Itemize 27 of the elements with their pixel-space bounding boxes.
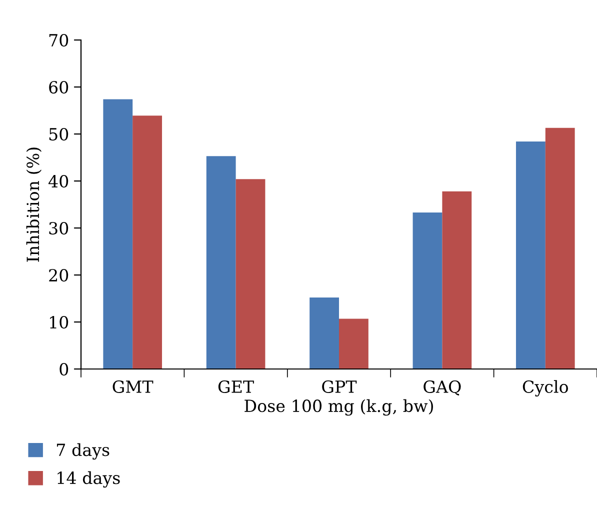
- x-axis-title: Dose 100 mg (k.g, bw): [244, 399, 433, 416]
- bar: [412, 212, 442, 369]
- y-tick-label: 0: [60, 362, 68, 376]
- legend-label: 7 days: [56, 443, 110, 460]
- y-tick-label: 40: [48, 174, 68, 188]
- x-tick-label: GPT: [322, 380, 357, 394]
- bar: [103, 99, 133, 369]
- y-tick-label: 20: [49, 268, 68, 282]
- bar: [132, 116, 162, 369]
- bar: [516, 142, 546, 369]
- x-tick-label: Cyclo: [522, 380, 568, 396]
- y-axis-title: Inhibition (%): [26, 148, 42, 262]
- bar: [206, 156, 236, 369]
- bar: [310, 298, 339, 369]
- y-tick-label: 50: [49, 128, 68, 141]
- bar: [442, 191, 472, 369]
- x-tick-label: GAQ: [424, 380, 461, 396]
- y-tick-label: 60: [49, 80, 68, 94]
- bar: [545, 128, 575, 369]
- bar: [339, 318, 368, 369]
- x-tick-label: GET: [218, 380, 254, 394]
- y-tick-label: 70: [49, 34, 68, 47]
- y-tick-label: 30: [49, 222, 68, 235]
- legend-label: 14 days: [58, 471, 120, 488]
- y-tick-label: 10: [50, 316, 68, 329]
- x-tick-label: GMT: [112, 380, 154, 394]
- bar: [236, 179, 266, 369]
